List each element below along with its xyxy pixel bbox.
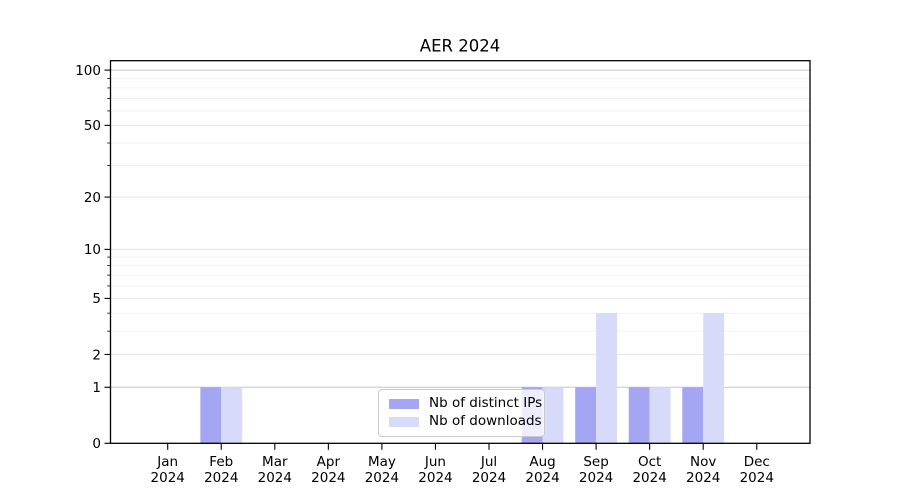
axis-tick-labels: 0125102050100Jan2024Feb2024Mar2024Apr202… <box>75 63 774 486</box>
x-tick-label-month: Dec <box>744 454 770 470</box>
x-tick-label-month: May <box>368 454 396 470</box>
legend-label-downloads: Nb of downloads <box>429 413 542 430</box>
chart-title: AER 2024 <box>420 37 500 56</box>
bar-distinct-ips <box>575 387 597 444</box>
x-tick-label-month: Sep <box>583 454 608 470</box>
bar-distinct-ips <box>682 387 704 444</box>
legend-item-downloads: Nb of downloads <box>389 415 542 429</box>
bar-downloads <box>596 313 617 444</box>
x-tick-label-year: 2024 <box>472 470 506 486</box>
x-tick-label-month: Oct <box>638 454 661 470</box>
y-tick-label: 50 <box>84 118 101 134</box>
x-tick-label-year: 2024 <box>311 470 345 486</box>
bar-downloads <box>221 387 243 444</box>
x-tick-label-year: 2024 <box>579 470 613 486</box>
legend-item-distinct-ips: Nb of distinct IPs <box>389 397 542 411</box>
bar-downloads <box>703 313 725 444</box>
x-tick-label-month: Jun <box>424 454 446 470</box>
legend: Nb of distinct IPs Nb of downloads <box>378 389 545 437</box>
legend-swatch-downloads <box>389 416 419 427</box>
y-tick-label: 20 <box>84 190 101 206</box>
x-tick-label-year: 2024 <box>525 470 559 486</box>
x-tick-label-month: Jul <box>480 454 497 470</box>
x-tick-label-month: Aug <box>529 454 555 470</box>
y-tick-label: 100 <box>75 63 101 79</box>
legend-label-distinct-ips: Nb of distinct IPs <box>429 395 543 412</box>
y-tick-label: 10 <box>84 242 101 258</box>
x-tick-label-year: 2024 <box>258 470 292 486</box>
legend-swatch-distinct-ips <box>389 399 419 410</box>
x-tick-label-year: 2024 <box>418 470 452 486</box>
x-tick-label-month: Apr <box>317 454 341 470</box>
x-tick-label-year: 2024 <box>151 470 185 486</box>
bar-downloads <box>649 387 671 444</box>
x-tick-label-year: 2024 <box>204 470 238 486</box>
x-tick-label-month: Jan <box>156 454 178 470</box>
x-tick-label-month: Mar <box>262 454 288 470</box>
bar-distinct-ips <box>200 387 222 444</box>
y-tick-label: 1 <box>92 380 101 396</box>
bar-distinct-ips <box>628 387 650 444</box>
bar-downloads <box>542 387 564 444</box>
x-tick-label-month: Nov <box>690 454 716 470</box>
y-tick-label: 2 <box>92 347 101 363</box>
x-tick-label-year: 2024 <box>740 470 774 486</box>
plot-border <box>109 60 811 444</box>
x-tick-label-year: 2024 <box>365 470 399 486</box>
x-tick-label-year: 2024 <box>632 470 666 486</box>
y-tick-label: 0 <box>92 436 101 452</box>
x-tick-label-month: Feb <box>209 454 233 470</box>
axes <box>104 60 811 450</box>
y-tick-label: 5 <box>92 291 101 307</box>
x-tick-label-year: 2024 <box>686 470 720 486</box>
